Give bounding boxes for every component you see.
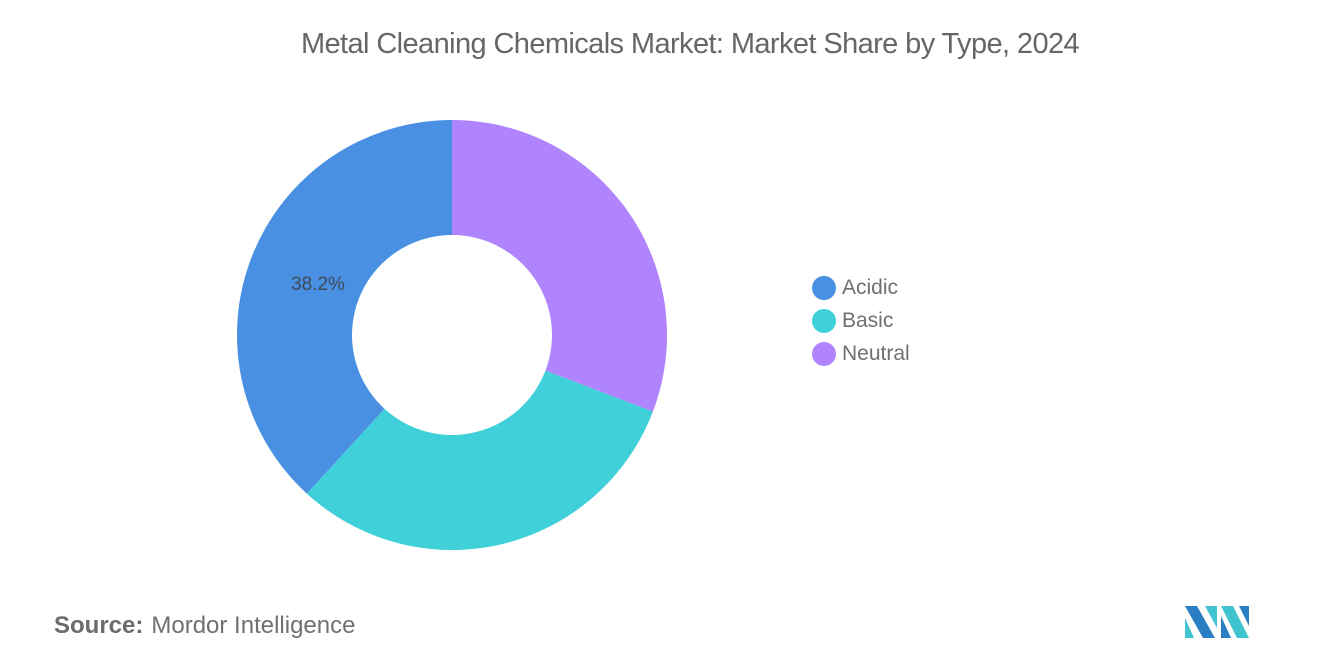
slice-basic[interactable] xyxy=(306,370,653,550)
legend-label: Acidic xyxy=(842,275,899,299)
chart-title: Metal Cleaning Chemicals Market: Market … xyxy=(300,28,1080,60)
source-value: Mordor Intelligence xyxy=(151,612,356,639)
legend: Acidic Basic Neutral xyxy=(812,271,910,370)
legend-swatch-acidic xyxy=(812,275,836,300)
source-label: Source: xyxy=(54,612,144,639)
mordor-intelligence-logo-icon xyxy=(1185,606,1249,638)
legend-label: Neutral xyxy=(842,341,910,365)
legend-item-basic[interactable]: Basic xyxy=(812,304,910,337)
legend-label: Basic xyxy=(842,308,894,332)
legend-swatch-basic xyxy=(812,308,836,333)
legend-item-neutral[interactable]: Neutral xyxy=(812,337,910,370)
slice-label-acidic: 38.2% xyxy=(291,274,345,295)
source-note: Source: Mordor Intelligence xyxy=(54,612,355,640)
legend-item-acidic[interactable]: Acidic xyxy=(812,271,910,304)
slice-neutral[interactable] xyxy=(452,120,667,412)
donut-slices xyxy=(237,120,667,550)
slice-acidic[interactable] xyxy=(237,120,452,494)
legend-swatch-neutral xyxy=(812,341,836,366)
